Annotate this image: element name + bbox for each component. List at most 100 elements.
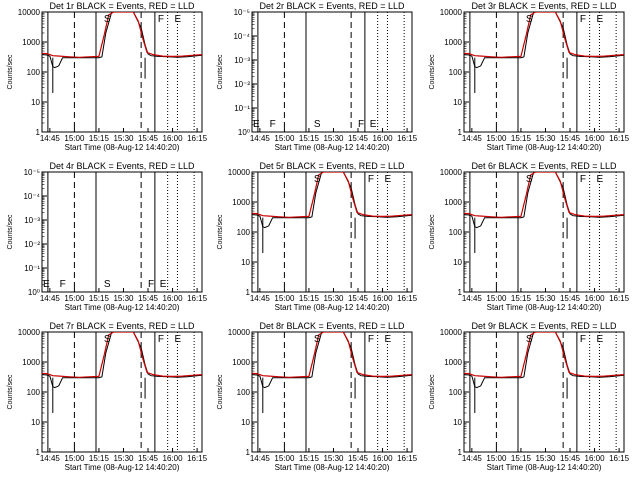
x-tick-label: 14:45 [40,134,61,143]
x-tick-label: 15:30 [113,454,134,463]
panel-title: Det 6r BLACK = Events, RED = LLD [471,161,617,171]
y-tick-label: 10⁻¹ [234,104,250,113]
x-tick-label: 15:45 [348,454,369,463]
y-tick-label: 1000 [444,38,462,47]
y-tick-label: 1000 [444,358,462,367]
x-tick-label: 16:15 [609,454,630,463]
panel-det-8: Det 8r BLACK = Events, RED = LLD 1 10 100 10… [217,321,418,472]
y-tick-label: 10 [453,418,462,427]
x-tick-label: 14:45 [40,294,61,303]
x-tick-label: 16:00 [163,454,184,463]
plot-frame [41,331,203,453]
y-tick-label: 1 [36,448,41,457]
x-tick-label: 14:45 [462,454,483,463]
y-tick-label: 10⁻⁵ [24,168,40,177]
y-tick-label: 1 [458,128,463,137]
x-tick-label: 16:00 [163,134,184,143]
x-tick-label: 15:30 [113,134,134,143]
plot-frame [41,171,203,293]
plot-frame [251,171,413,293]
series-lld-line [464,172,624,218]
x-tick-label: 15:15 [511,134,532,143]
plot-frame [251,331,413,453]
x-tick-label: 15:15 [299,454,320,463]
x-tick-label: 15:45 [560,134,581,143]
panel-det-7: Det 7r BLACK = Events, RED = LLD 1 10 100 10… [7,321,208,472]
x-axis-title: Start Time (08-Aug-12 14:40:20) [487,463,602,472]
marker-label: F [358,119,364,130]
plot-frame [463,331,625,453]
marker-label: E [175,14,182,25]
y-tick-label: 1000 [444,198,462,207]
marker-label: S [314,119,321,130]
x-axis-title: Start Time (08-Aug-12 14:40:20) [65,463,180,472]
x-tick-label: 16:00 [373,454,394,463]
x-tick-label: 16:00 [585,454,606,463]
y-axis-title: Counts/sec [429,54,436,90]
x-tick-label: 16:15 [609,294,630,303]
y-tick-label: 1 [36,128,41,137]
x-tick-label: 14:45 [40,454,61,463]
marker-label: F [148,279,154,290]
y-axis-title: Counts/sec [217,54,224,90]
plot-frame [41,11,203,133]
x-tick-label: 14:45 [462,134,483,143]
panel-title: Det 7r BLACK = Events, RED = LLD [49,321,195,331]
y-axis-title: Counts/sec [429,214,436,250]
x-tick-label: 14:45 [462,294,483,303]
panel-det-9: Det 9r BLACK = Events, RED = LLD 1 10 100 10… [429,321,630,472]
series-lld-line [464,12,624,58]
marker-label: F [580,334,586,345]
x-tick-label: 15:00 [64,454,85,463]
x-tick-label: 15:45 [138,454,159,463]
panel-det-5: Det 5r BLACK = Events, RED = LLD 1 10 100 10… [217,161,418,312]
y-axis-title: Counts/sec [217,374,224,410]
x-tick-label: 16:00 [163,294,184,303]
x-tick-label: 16:15 [187,454,208,463]
y-tick-label: 10000 [228,168,251,177]
marker-label: F [60,279,66,290]
y-tick-label: 10 [31,98,40,107]
y-tick-label: 100 [237,228,251,237]
y-tick-label: 1 [458,448,463,457]
y-tick-label: 100 [449,388,463,397]
x-tick-label: 15:00 [64,294,85,303]
x-tick-label: 15:00 [486,134,507,143]
x-tick-label: 15:30 [323,134,344,143]
panel-title: Det 4r BLACK = Events, RED = LLD [49,161,195,171]
series-lld-line [252,332,412,378]
y-axis-title: Counts/sec [7,54,14,90]
x-tick-label: 14:45 [250,134,271,143]
x-tick-label: 15:30 [535,134,556,143]
y-axis-title: Counts/sec [217,214,224,250]
marker-label: E [175,334,182,345]
marker-label: S [314,334,321,345]
marker-label: S [526,174,533,185]
y-tick-label: 1 [246,288,251,297]
series-lld-line [42,12,202,58]
y-tick-label: 10000 [18,8,41,17]
x-tick-label: 16:15 [187,134,208,143]
panel-title: Det 9r BLACK = Events, RED = LLD [471,321,617,331]
marker-label: E [597,334,604,345]
marker-label: F [158,334,164,345]
x-tick-label: 16:00 [585,134,606,143]
x-tick-label: 16:15 [187,294,208,303]
x-axis-title: Start Time (08-Aug-12 14:40:20) [275,463,390,472]
series-lld-line [464,332,624,378]
marker-label: F [368,174,374,185]
y-axis-title: Counts/sec [429,374,436,410]
panel-det-2: Det 2r BLACK = Events, RED = LLD 10⁰ 10⁻¹ 1… [217,1,418,152]
panel-det-1: Det 1r BLACK = Events, RED = LLD 1 10 100 10… [7,1,208,152]
marker-label: F [368,334,374,345]
x-tick-label: 15:15 [89,454,110,463]
y-tick-label: 10⁻⁴ [23,192,40,201]
x-tick-label: 16:15 [397,294,418,303]
x-tick-label: 15:00 [274,294,295,303]
y-tick-label: 10000 [440,328,463,337]
panel-det-4: Det 4r BLACK = Events, RED = LLD 10⁰ 10⁻¹ 1… [7,161,208,312]
y-tick-label: 10⁻¹ [24,264,40,273]
x-tick-label: 15:00 [486,294,507,303]
x-tick-label: 15:00 [274,134,295,143]
y-tick-label: 10 [453,98,462,107]
